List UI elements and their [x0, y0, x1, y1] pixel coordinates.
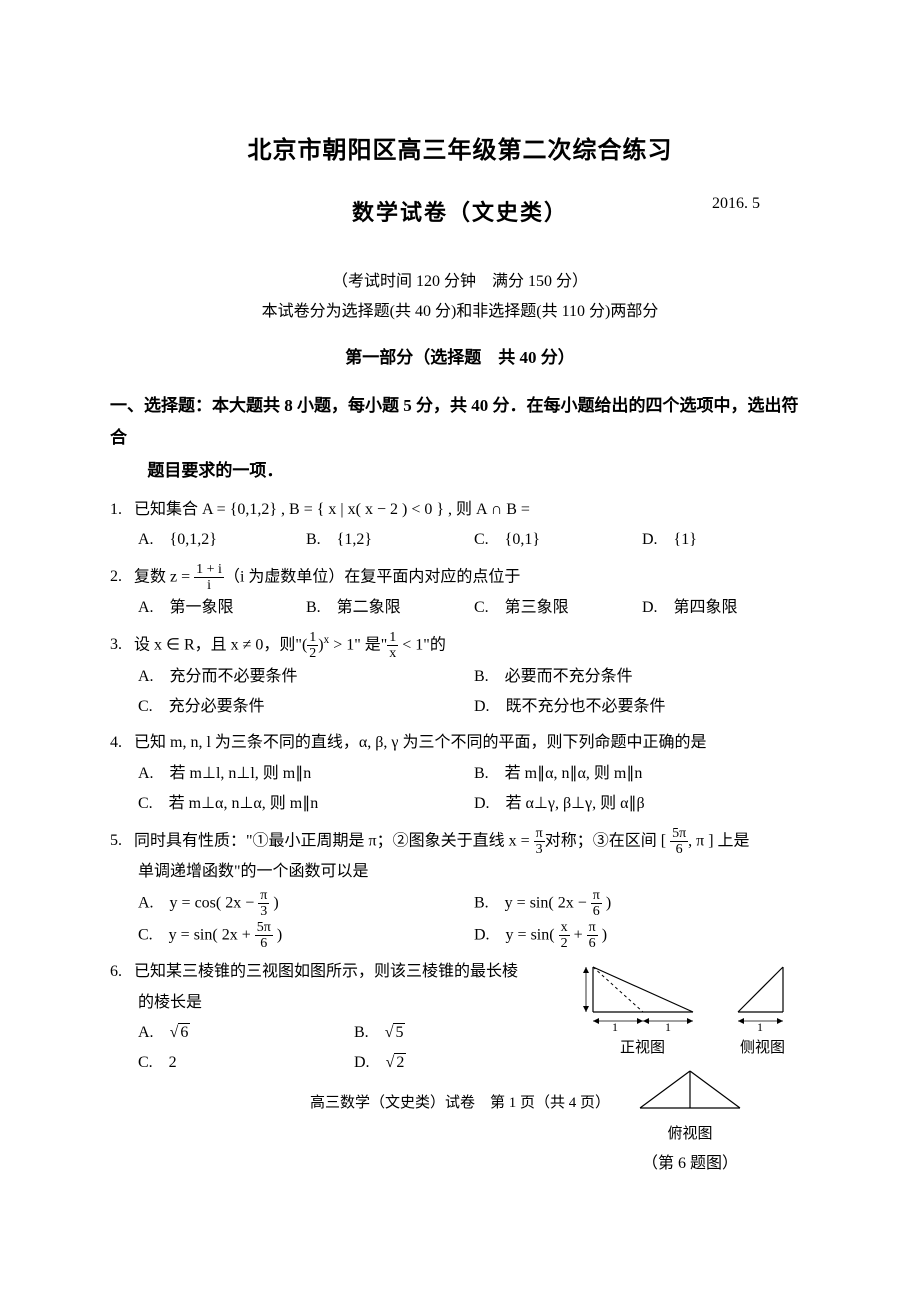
q1-opt-b: B. {1,2} [306, 525, 474, 555]
side-dim: 1 [757, 1020, 763, 1032]
q6-stem1: 已知某三棱锥的三视图如图所示，则该三棱锥的最长棱 [134, 963, 518, 980]
q6-opt-a: A. 6 [138, 1018, 354, 1048]
side-view-label: 侧视图 [728, 1036, 798, 1057]
q5-opt-b: B. y = sin( 2x − π6 ) [474, 888, 810, 920]
q6-options: A. 6 B. 5 C. 2 D. 2 [138, 1018, 570, 1079]
q2-fraction: 1 + ii [194, 562, 224, 594]
q2-opt-c: C. 第三象限 [474, 593, 642, 623]
q6-number: 6. [110, 957, 134, 987]
q5-mid: 对称；③在区间 [545, 832, 657, 849]
q6-stem2: 的棱长是 [138, 988, 570, 1018]
q6-figure: 1 1 1 正视图 [570, 957, 810, 1173]
q3-frac2: 1x [387, 630, 398, 662]
dim-w2: 1 [665, 1020, 671, 1032]
q5-post: , π ] 上是 [688, 832, 749, 849]
q5-opt-a: A. y = cos( 2x − π3 ) [138, 888, 474, 920]
q3-mid: > 1" 是" [329, 636, 387, 653]
mcq-instructions: 一、选择题：本大题共 8 小题，每小题 5 分，共 40 分．在每小题给出的四个… [110, 390, 810, 487]
instructions-line2: 题目要求的一项． [147, 455, 810, 487]
q4-opt-a: A. 若 m⊥l, n⊥l, 则 m∥n [138, 759, 474, 789]
q2-number: 2. [110, 562, 134, 592]
side-view-svg: 1 [728, 957, 798, 1032]
q2-opt-d: D. 第四象限 [642, 593, 810, 623]
exam-date: 2016. 5 [712, 195, 760, 213]
q4-opt-b: B. 若 m∥α, n∥α, 则 m∥n [474, 759, 810, 789]
exam-info-composition: 本试卷分为选择题(共 40 分)和非选择题(共 110 分)两部分 [110, 297, 810, 321]
q4-options: A. 若 m⊥l, n⊥l, 则 m∥n B. 若 m∥α, n∥α, 则 m∥… [138, 759, 810, 820]
front-view-svg: 1 1 1 [583, 957, 703, 1032]
q6-opt-d: D. 2 [354, 1048, 570, 1078]
q6-opt-b: B. 5 [354, 1018, 570, 1048]
question-6: 6.已知某三棱锥的三视图如图所示，则该三棱锥的最长棱 的棱长是 A. 6 B. … [110, 957, 570, 1167]
q4-number: 4. [110, 728, 134, 758]
q1-stem: 已知集合 A = {0,1,2} , B = { x | x( x − 2 ) … [134, 501, 530, 518]
q1-opt-c: C. {0,1} [474, 525, 642, 555]
question-3: 3.设 x ∈ R，且 x ≠ 0，则"(12)x > 1" 是"1x < 1"… [110, 630, 810, 723]
q5-opt-c: C. y = sin( 2x + 5π6 ) [138, 920, 474, 952]
q4-stem: 已知 m, n, l 为三条不同的直线，α, β, γ 为三个不同的平面，则下列… [134, 734, 707, 751]
q5-options: A. y = cos( 2x − π3 ) B. y = sin( 2x − π… [138, 888, 810, 952]
section-1-title: 第一部分（选择题 共 40 分） [110, 343, 810, 368]
q3-frac1: 12 [307, 630, 318, 662]
question-4: 4.已知 m, n, l 为三条不同的直线，α, β, γ 为三个不同的平面，则… [110, 728, 810, 819]
side-view: 1 侧视图 [728, 957, 798, 1057]
q5-opt-d: D. y = sin( x2 + π6 ) [474, 920, 810, 952]
q4-opt-c: C. 若 m⊥α, n⊥α, 则 m∥n [138, 789, 474, 819]
q3-stem-pre: 设 x ∈ R，且 x ≠ 0，则" [134, 636, 302, 653]
page-title: 北京市朝阳区高三年级第二次综合练习 [110, 130, 810, 165]
q1-options: A. {0,1,2} B. {1,2} C. {0,1} D. {1} [138, 525, 810, 555]
q2-opt-b: B. 第二象限 [306, 593, 474, 623]
q3-opt-a: A. 充分而不必要条件 [138, 662, 474, 692]
q5-pre: 同时具有性质："①最小正周期是 π；②图象关于直线 x = [134, 832, 534, 849]
exam-info-duration: （考试时间 120 分钟 满分 150 分） [110, 267, 810, 291]
question-6-wrap: 6.已知某三棱锥的三视图如图所示，则该三棱锥的最长棱 的棱长是 A. 6 B. … [110, 957, 810, 1173]
q5-line2: 单调递增函数"的一个函数可以是 [138, 857, 810, 887]
front-view-label: 正视图 [583, 1036, 703, 1057]
q2-stem-pre: 复数 z = [134, 568, 194, 585]
q3-number: 3. [110, 630, 134, 660]
q2-options: A. 第一象限 B. 第二象限 C. 第三象限 D. 第四象限 [138, 593, 810, 623]
front-view: 1 1 1 正视图 [583, 957, 703, 1057]
q5-number: 5. [110, 826, 134, 856]
exam-page: 北京市朝阳区高三年级第二次综合练习 数学试卷（文史类） 2016. 5 （考试时… [0, 0, 920, 1302]
q6-opt-c: C. 2 [138, 1048, 354, 1078]
q5-frac1: π3 [534, 826, 545, 858]
q6-figure-caption: （第 6 题图） [570, 1149, 810, 1173]
q2-stem-post: （i 为虚数单位）在复平面内对应的点位于 [224, 568, 520, 585]
q1-opt-a: A. {0,1,2} [138, 525, 306, 555]
q3-stem-post: < 1"的 [398, 636, 446, 653]
instructions-line1: 一、选择题：本大题共 8 小题，每小题 5 分，共 40 分．在每小题给出的四个… [110, 396, 799, 447]
q6-figure-row1: 1 1 1 正视图 [570, 957, 810, 1057]
q1-opt-d: D. {1} [642, 525, 810, 555]
subtitle-row: 数学试卷（文史类） 2016. 5 [110, 195, 810, 227]
q2-opt-a: A. 第一象限 [138, 593, 306, 623]
paper-subtitle: 数学试卷（文史类） [352, 195, 568, 227]
page-footer: 高三数学（文史类）试卷 第 1 页（共 4 页） [0, 1091, 920, 1112]
q3-options: A. 充分而不必要条件 B. 必要而不充分条件 C. 充分必要条件 D. 既不充… [138, 662, 810, 723]
question-1: 1.已知集合 A = {0,1,2} , B = { x | x( x − 2 … [110, 495, 810, 556]
question-2: 2.复数 z = 1 + ii（i 为虚数单位）在复平面内对应的点位于 A. 第… [110, 562, 810, 624]
q5-frac2: 5π6 [670, 826, 688, 858]
q4-opt-d: D. 若 α⊥γ, β⊥γ, 则 α∥β [474, 789, 810, 819]
q1-number: 1. [110, 495, 134, 525]
q3-opt-b: B. 必要而不充分条件 [474, 662, 810, 692]
dim-w1: 1 [612, 1020, 618, 1032]
top-view-label: 俯视图 [570, 1122, 810, 1143]
question-5: 5.同时具有性质："①最小正周期是 π；②图象关于直线 x = π3对称；③在区… [110, 826, 810, 952]
q3-opt-c: C. 充分必要条件 [138, 692, 474, 722]
q3-opt-d: D. 既不充分也不必要条件 [474, 692, 810, 722]
